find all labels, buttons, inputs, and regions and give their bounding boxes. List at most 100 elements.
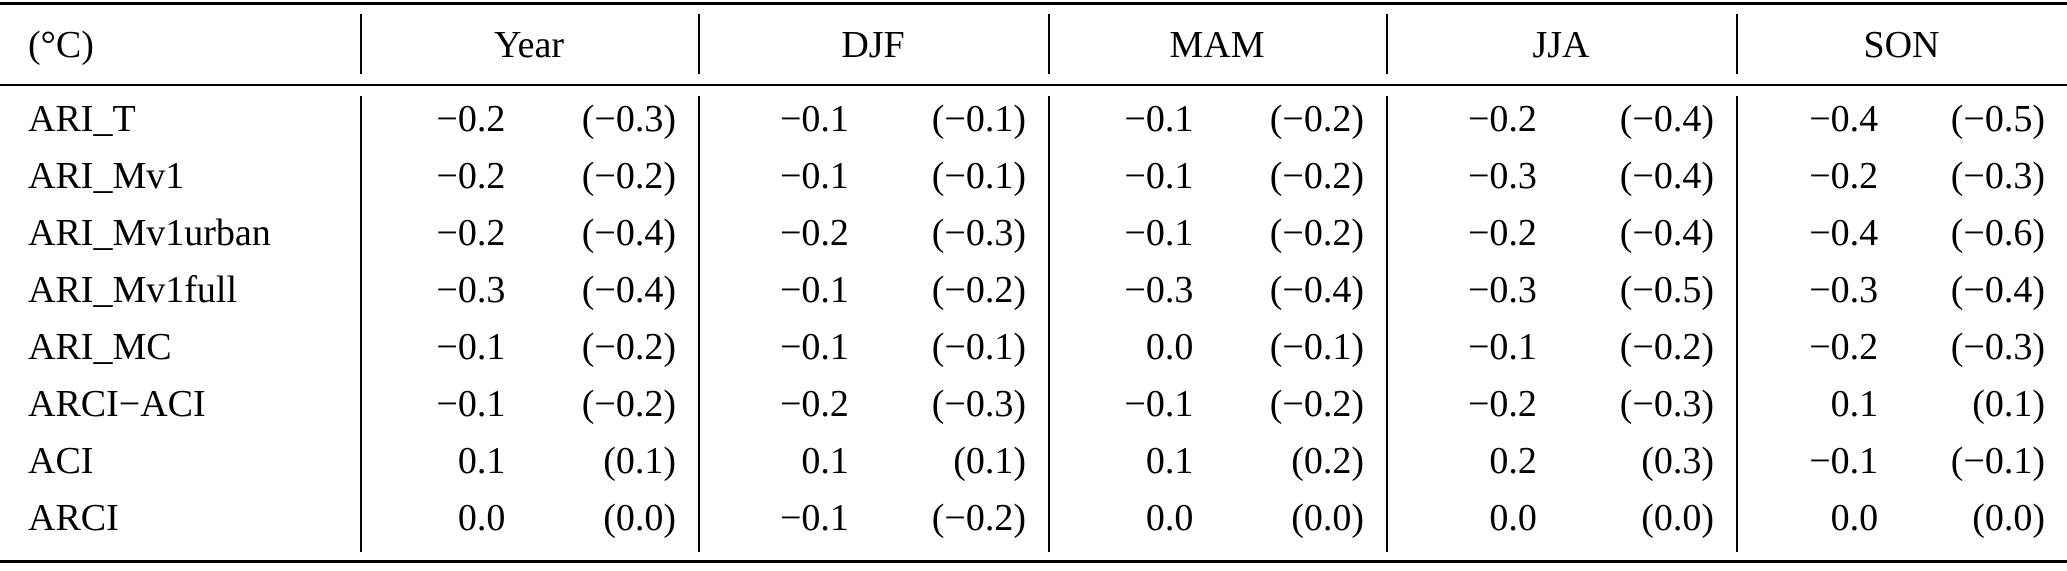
row-label: ACI bbox=[28, 439, 94, 482]
column-divider bbox=[1386, 14, 1388, 74]
column-header-jja: JJA bbox=[1532, 23, 1590, 66]
cell-value-main: −0.2 bbox=[779, 211, 849, 254]
cell-value-paren: (−0.4) bbox=[1619, 97, 1714, 140]
column-header-year: Year bbox=[493, 23, 565, 66]
data-cell: −0.1 (−0.2) bbox=[1048, 211, 1386, 255]
cell-value-main: −0.2 bbox=[779, 382, 849, 425]
cell-value-paren: (−0.4) bbox=[1619, 154, 1714, 197]
row-label: ARI_T bbox=[28, 97, 136, 140]
table-row: ARI_Mv1urban −0.2 (−0.4) −0.2 (−0.3) −0.1 (−0.… bbox=[0, 204, 2067, 261]
cell-value-paren: (−0.3) bbox=[581, 97, 676, 140]
cell-value-main: −0.1 bbox=[436, 382, 506, 425]
cell-value-main: 0.0 bbox=[1489, 496, 1537, 539]
data-cell: 0.1 (0.2) bbox=[1048, 439, 1386, 483]
column-divider bbox=[1736, 96, 1738, 552]
cell-value-main: −0.1 bbox=[779, 268, 849, 311]
row-label: ARI_MC bbox=[28, 325, 172, 368]
cell-value-main: −0.2 bbox=[436, 97, 506, 140]
data-cell: −0.2 (−0.4) bbox=[1386, 97, 1736, 141]
data-cell: 0.0 (0.0) bbox=[1736, 496, 2067, 540]
table-header-row: (°C) Year DJF MAM JJA SON bbox=[0, 5, 2067, 84]
data-cell: −0.1 (−0.2) bbox=[1386, 325, 1736, 369]
data-cell: 0.1 (0.1) bbox=[1736, 382, 2067, 426]
cell-value-paren: (−0.2) bbox=[1619, 325, 1714, 368]
column-header-son: SON bbox=[1863, 23, 1940, 66]
data-cell: 0.0 (0.0) bbox=[1048, 496, 1386, 540]
cell-value-main: 0.1 bbox=[457, 439, 506, 482]
cell-value-main: −0.2 bbox=[436, 154, 506, 197]
cell-value-main: −0.1 bbox=[1124, 382, 1194, 425]
data-cell: 0.0 (0.0) bbox=[360, 496, 698, 540]
cell-value-main: −0.1 bbox=[1124, 211, 1194, 254]
cell-value-main: 0.1 bbox=[1145, 439, 1194, 482]
cell-value-main: 0.0 bbox=[457, 496, 506, 539]
cell-value-paren: (0.2) bbox=[1291, 439, 1364, 482]
data-cell: −0.2 (−0.3) bbox=[360, 97, 698, 141]
cell-value-paren: (−0.3) bbox=[931, 211, 1026, 254]
cell-value-paren: (0.1) bbox=[953, 439, 1026, 482]
data-cell: −0.2 (−0.3) bbox=[1736, 154, 2067, 198]
table-row: ARI_Mv1full −0.3 (−0.4) −0.1 (−0.2) −0.3 (−0.4… bbox=[0, 261, 2067, 318]
data-cell: −0.3 (−0.4) bbox=[1386, 154, 1736, 198]
data-cell: 0.2 (0.3) bbox=[1386, 439, 1736, 483]
cell-value-paren: (−0.6) bbox=[1950, 211, 2045, 254]
cell-value-main: 0.0 bbox=[1830, 496, 1879, 539]
unit-header: (°C) bbox=[28, 23, 94, 66]
cell-value-main: −0.2 bbox=[1809, 154, 1879, 197]
cell-value-main: −0.3 bbox=[1809, 268, 1879, 311]
column-divider bbox=[360, 14, 362, 74]
cell-value-paren: (−0.1) bbox=[1269, 325, 1364, 368]
data-cell: −0.1 (−0.2) bbox=[360, 382, 698, 426]
table-row: ARCI 0.0 (0.0) −0.1 (−0.2) 0.0 (0.0) 0.0 (0.0) 0.… bbox=[0, 489, 2067, 546]
data-cell: −0.2 (−0.2) bbox=[360, 154, 698, 198]
data-cell: −0.2 (−0.4) bbox=[1386, 211, 1736, 255]
cell-value-paren: (−0.1) bbox=[931, 325, 1026, 368]
cell-value-paren: (−0.2) bbox=[581, 154, 676, 197]
cell-value-main: 0.2 bbox=[1489, 439, 1537, 482]
cell-value-paren: (0.0) bbox=[1291, 496, 1364, 539]
data-cell: −0.1 (−0.2) bbox=[360, 325, 698, 369]
cell-value-main: −0.2 bbox=[1467, 382, 1537, 425]
cell-value-paren: (0.0) bbox=[1972, 496, 2045, 539]
data-cell: −0.1 (−0.2) bbox=[1048, 382, 1386, 426]
cell-value-paren: (−0.2) bbox=[1269, 97, 1364, 140]
cell-value-main: −0.2 bbox=[1467, 211, 1537, 254]
data-cell: 0.0 (−0.1) bbox=[1048, 325, 1386, 369]
cell-value-paren: (−0.2) bbox=[1269, 154, 1364, 197]
cell-value-paren: (−0.4) bbox=[1269, 268, 1364, 311]
cell-value-paren: (−0.1) bbox=[1950, 439, 2045, 482]
data-cell: −0.2 (−0.3) bbox=[1386, 382, 1736, 426]
cell-value-main: −0.2 bbox=[436, 211, 506, 254]
table-header-rule bbox=[0, 84, 2067, 86]
column-divider bbox=[1386, 96, 1388, 552]
cell-value-paren: (−0.2) bbox=[931, 496, 1026, 539]
data-cell: −0.1 (−0.1) bbox=[1736, 439, 2067, 483]
cell-value-paren: (−0.3) bbox=[1619, 382, 1714, 425]
cell-value-paren: (0.1) bbox=[1972, 382, 2045, 425]
cell-value-paren: (−0.5) bbox=[1619, 268, 1714, 311]
data-cell: −0.2 (−0.3) bbox=[698, 382, 1048, 426]
cell-value-paren: (−0.2) bbox=[581, 382, 676, 425]
cell-value-paren: (−0.4) bbox=[1619, 211, 1714, 254]
cell-value-main: −0.3 bbox=[436, 268, 506, 311]
table-top-rule bbox=[0, 2, 2067, 5]
data-cell: 0.0 (0.0) bbox=[1386, 496, 1736, 540]
data-cell: −0.3 (−0.4) bbox=[360, 268, 698, 312]
cell-value-main: −0.3 bbox=[1467, 268, 1537, 311]
cell-value-main: −0.4 bbox=[1809, 211, 1879, 254]
cell-value-paren: (−0.4) bbox=[581, 211, 676, 254]
cell-value-paren: (0.1) bbox=[603, 439, 676, 482]
cell-value-main: −0.1 bbox=[1124, 154, 1194, 197]
column-divider bbox=[1048, 14, 1050, 74]
column-divider bbox=[698, 14, 700, 74]
table-body: ARI_T −0.2 (−0.3) −0.1 (−0.1) −0.1 (−0.2) −0.2 (… bbox=[0, 90, 2067, 546]
table-row: ACI 0.1 (0.1) 0.1 (0.1) 0.1 (0.2) 0.2 (0.3) −0.1 (… bbox=[0, 432, 2067, 489]
cell-value-main: −0.1 bbox=[779, 496, 849, 539]
column-header-djf: DJF bbox=[841, 23, 905, 66]
column-header-mam: MAM bbox=[1169, 23, 1265, 66]
column-divider bbox=[1736, 14, 1738, 74]
cell-value-paren: (−0.2) bbox=[931, 268, 1026, 311]
data-cell: 0.1 (0.1) bbox=[698, 439, 1048, 483]
cell-value-main: −0.1 bbox=[779, 97, 849, 140]
